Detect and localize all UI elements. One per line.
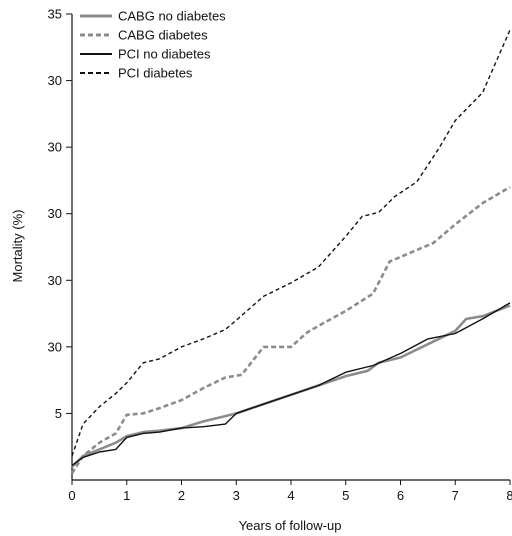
y-tick-label: 35 bbox=[48, 7, 62, 22]
legend-label-cabg-diabetes: CABG diabetes bbox=[118, 28, 208, 43]
series-line-cabg-diabetes bbox=[70, 185, 511, 474]
x-tick-label: 5 bbox=[342, 488, 349, 503]
legend-label-cabg-no-diabetes: CABG no diabetes bbox=[118, 9, 226, 24]
series-line-cabg-no-diabetes bbox=[71, 304, 511, 468]
y-tick-label: 5 bbox=[55, 406, 62, 421]
x-tick-label: 2 bbox=[178, 488, 185, 503]
x-tick-label: 6 bbox=[397, 488, 404, 503]
series-line-pci-diabetes bbox=[71, 29, 511, 457]
x-tick-label: 4 bbox=[287, 488, 294, 503]
chart-series-lines bbox=[70, 29, 511, 474]
y-tick-label: 30 bbox=[48, 273, 62, 288]
y-tick-label: 30 bbox=[48, 140, 62, 155]
chart-ticks: 0 1 2 3 4 5 6 7 8 5 30 30 30 30 30 35 bbox=[48, 7, 512, 504]
y-tick-label: 30 bbox=[48, 206, 62, 221]
x-tick-label: 3 bbox=[233, 488, 240, 503]
y-tick-label: 30 bbox=[48, 73, 62, 88]
chart-axes bbox=[71, 14, 510, 481]
chart-legend: CABG no diabetes CABG diabetes PCI no diab… bbox=[80, 9, 226, 81]
x-axis-label: Years of follow-up bbox=[239, 518, 342, 533]
y-tick-label: 30 bbox=[48, 339, 62, 354]
x-tick-label: 7 bbox=[452, 488, 459, 503]
x-tick-label: 0 bbox=[68, 488, 75, 503]
x-tick-label: 1 bbox=[123, 488, 130, 503]
y-axis-label: Mortality (%) bbox=[10, 210, 25, 283]
legend-label-pci-diabetes: PCI diabetes bbox=[118, 66, 193, 81]
legend-label-pci-no-diabetes: PCI no diabetes bbox=[118, 47, 211, 62]
series-line-pci-no-diabetes bbox=[71, 302, 511, 466]
x-tick-label: 8 bbox=[506, 488, 512, 503]
